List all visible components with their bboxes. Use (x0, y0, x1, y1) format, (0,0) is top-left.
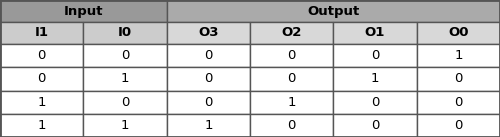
Text: O3: O3 (198, 26, 218, 39)
Bar (416, 22, 500, 44)
Bar (166, 114, 250, 137)
Bar (334, 114, 416, 137)
Bar (416, 67, 500, 91)
Bar (166, 0, 500, 22)
Text: 0: 0 (454, 72, 462, 85)
Bar (84, 44, 166, 67)
Bar (84, 67, 166, 91)
Text: O2: O2 (282, 26, 302, 39)
Text: 1: 1 (121, 72, 129, 85)
Text: 0: 0 (121, 49, 129, 62)
Text: 0: 0 (288, 49, 296, 62)
Bar (334, 44, 416, 67)
Text: 0: 0 (288, 72, 296, 85)
Bar (250, 22, 334, 44)
Bar (0, 44, 84, 67)
Bar (334, 22, 416, 44)
Text: 1: 1 (204, 119, 212, 132)
Text: 0: 0 (288, 119, 296, 132)
Bar (0, 91, 84, 114)
Bar (84, 22, 166, 44)
Bar (250, 67, 334, 91)
Text: Input: Input (64, 5, 103, 18)
Text: 0: 0 (371, 96, 379, 109)
Bar (84, 91, 166, 114)
Text: 0: 0 (121, 96, 129, 109)
Bar (250, 91, 334, 114)
Bar (0, 67, 84, 91)
Text: 1: 1 (38, 119, 46, 132)
Text: 0: 0 (204, 96, 212, 109)
Text: 0: 0 (204, 49, 212, 62)
Text: 0: 0 (38, 49, 46, 62)
Text: O1: O1 (365, 26, 385, 39)
Bar (84, 114, 166, 137)
Bar (416, 114, 500, 137)
Bar (166, 67, 250, 91)
Text: 0: 0 (204, 72, 212, 85)
Bar (0, 22, 84, 44)
Bar (0, 0, 166, 22)
Bar (416, 91, 500, 114)
Text: I0: I0 (118, 26, 132, 39)
Text: 1: 1 (371, 72, 380, 85)
Bar (0, 114, 84, 137)
Text: 0: 0 (371, 119, 379, 132)
Text: I1: I1 (34, 26, 48, 39)
Bar (334, 67, 416, 91)
Bar (250, 44, 334, 67)
Text: 1: 1 (454, 49, 462, 62)
Bar (334, 91, 416, 114)
Text: 0: 0 (454, 119, 462, 132)
Bar (250, 114, 334, 137)
Text: O0: O0 (448, 26, 468, 39)
Text: 0: 0 (454, 96, 462, 109)
Bar (166, 22, 250, 44)
Bar (416, 44, 500, 67)
Text: Output: Output (307, 5, 360, 18)
Text: 1: 1 (38, 96, 46, 109)
Text: 1: 1 (121, 119, 129, 132)
Text: 1: 1 (288, 96, 296, 109)
Bar (166, 44, 250, 67)
Text: 0: 0 (38, 72, 46, 85)
Text: 0: 0 (371, 49, 379, 62)
Bar (166, 91, 250, 114)
